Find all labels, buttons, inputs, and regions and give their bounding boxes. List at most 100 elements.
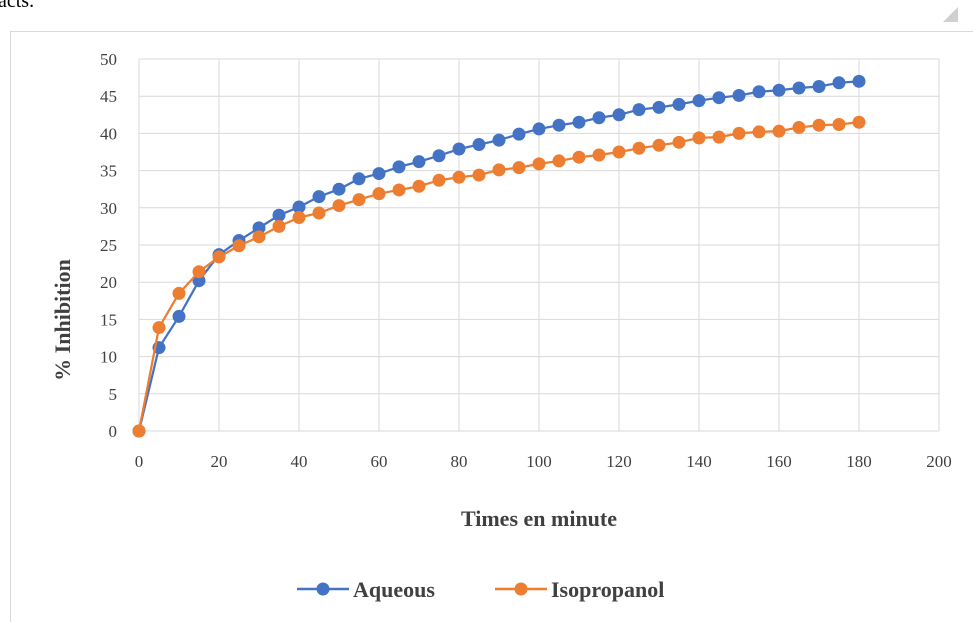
y-tick-label: 20 [100,273,117,292]
data-point [552,154,566,168]
data-point [132,424,146,438]
gridlines [138,58,940,432]
data-point [412,155,426,169]
series-aqueous [132,74,866,438]
data-point [812,118,826,132]
data-point [832,117,846,131]
y-tick-label: 15 [100,310,117,329]
data-point [392,160,406,174]
data-point [672,97,686,111]
legend-item: Isopropanol [495,577,664,602]
data-point [252,230,266,244]
data-point [292,210,306,224]
y-tick-label: 50 [100,50,117,69]
data-point [472,138,486,152]
data-point [772,124,786,138]
data-point [752,125,766,139]
legend-marker-icon [316,582,330,596]
data-point [632,141,646,155]
data-point [312,190,326,204]
x-axis-title: Times en minute [461,506,617,531]
y-axis-title: % Inhibition [50,259,75,381]
data-point [232,239,246,253]
x-tick-labels: 0 20 40 60 80 100 120 140 160 180 200 [135,452,952,471]
data-point [652,138,666,152]
legend-label: Aqueous [353,577,435,602]
y-tick-label: 5 [109,385,118,404]
data-point [192,265,206,279]
data-point [512,161,526,175]
series-lines [132,74,866,438]
data-point [432,149,446,163]
data-point [732,126,746,140]
data-point [172,286,186,300]
series-isopropanol [132,115,866,438]
data-point [572,150,586,164]
cropped-text-fragment: acts. [0,0,35,12]
data-point [612,145,626,159]
resize-handle-icon [943,7,958,22]
y-tick-label: 25 [100,236,117,255]
y-tick-labels: 0 5 10 15 20 25 30 35 40 45 50 [100,50,117,441]
data-point [792,120,806,134]
data-point [572,115,586,129]
data-point [152,321,166,335]
data-point [532,122,546,136]
y-tick-label: 10 [100,348,117,367]
data-point [292,200,306,214]
legend-label: Isopropanol [551,577,664,602]
x-tick-label: 180 [846,452,872,471]
data-point [812,80,826,94]
data-point [192,274,206,288]
legend-item: Aqueous [297,577,435,602]
x-tick-label: 40 [291,452,308,471]
x-tick-label: 160 [766,452,792,471]
data-point [312,206,326,220]
data-point [732,88,746,102]
legend-marker-icon [514,582,528,596]
data-point [632,103,646,117]
y-tick-label: 35 [100,162,117,181]
data-point [352,193,366,207]
data-point [432,173,446,187]
data-point [352,172,366,186]
data-point [592,111,606,125]
data-point [712,130,726,144]
data-point [772,83,786,97]
data-point [832,76,846,90]
data-point [452,170,466,184]
x-tick-label: 0 [135,452,144,471]
data-point [272,219,286,233]
data-point [792,81,806,95]
data-point [552,118,566,132]
data-point [672,135,686,149]
x-tick-label: 140 [686,452,712,471]
x-tick-label: 200 [926,452,952,471]
data-point [492,163,506,177]
data-point [752,85,766,99]
data-point [332,182,346,196]
x-tick-label: 60 [371,452,388,471]
x-tick-label: 80 [451,452,468,471]
data-point [332,199,346,213]
data-point [452,142,466,156]
data-point [492,133,506,147]
data-point [472,168,486,182]
x-tick-label: 120 [606,452,632,471]
data-point [692,94,706,108]
data-point [392,183,406,197]
chart-frame-left-border [10,31,11,622]
data-point [532,157,546,171]
data-point [852,115,866,129]
y-tick-label: 45 [100,87,117,106]
data-point [692,131,706,145]
data-point [212,250,226,264]
data-point [712,91,726,105]
data-point [372,167,386,181]
chart-frame-top-border [10,31,973,32]
data-point [172,309,186,323]
data-point [612,108,626,122]
data-point [852,74,866,88]
